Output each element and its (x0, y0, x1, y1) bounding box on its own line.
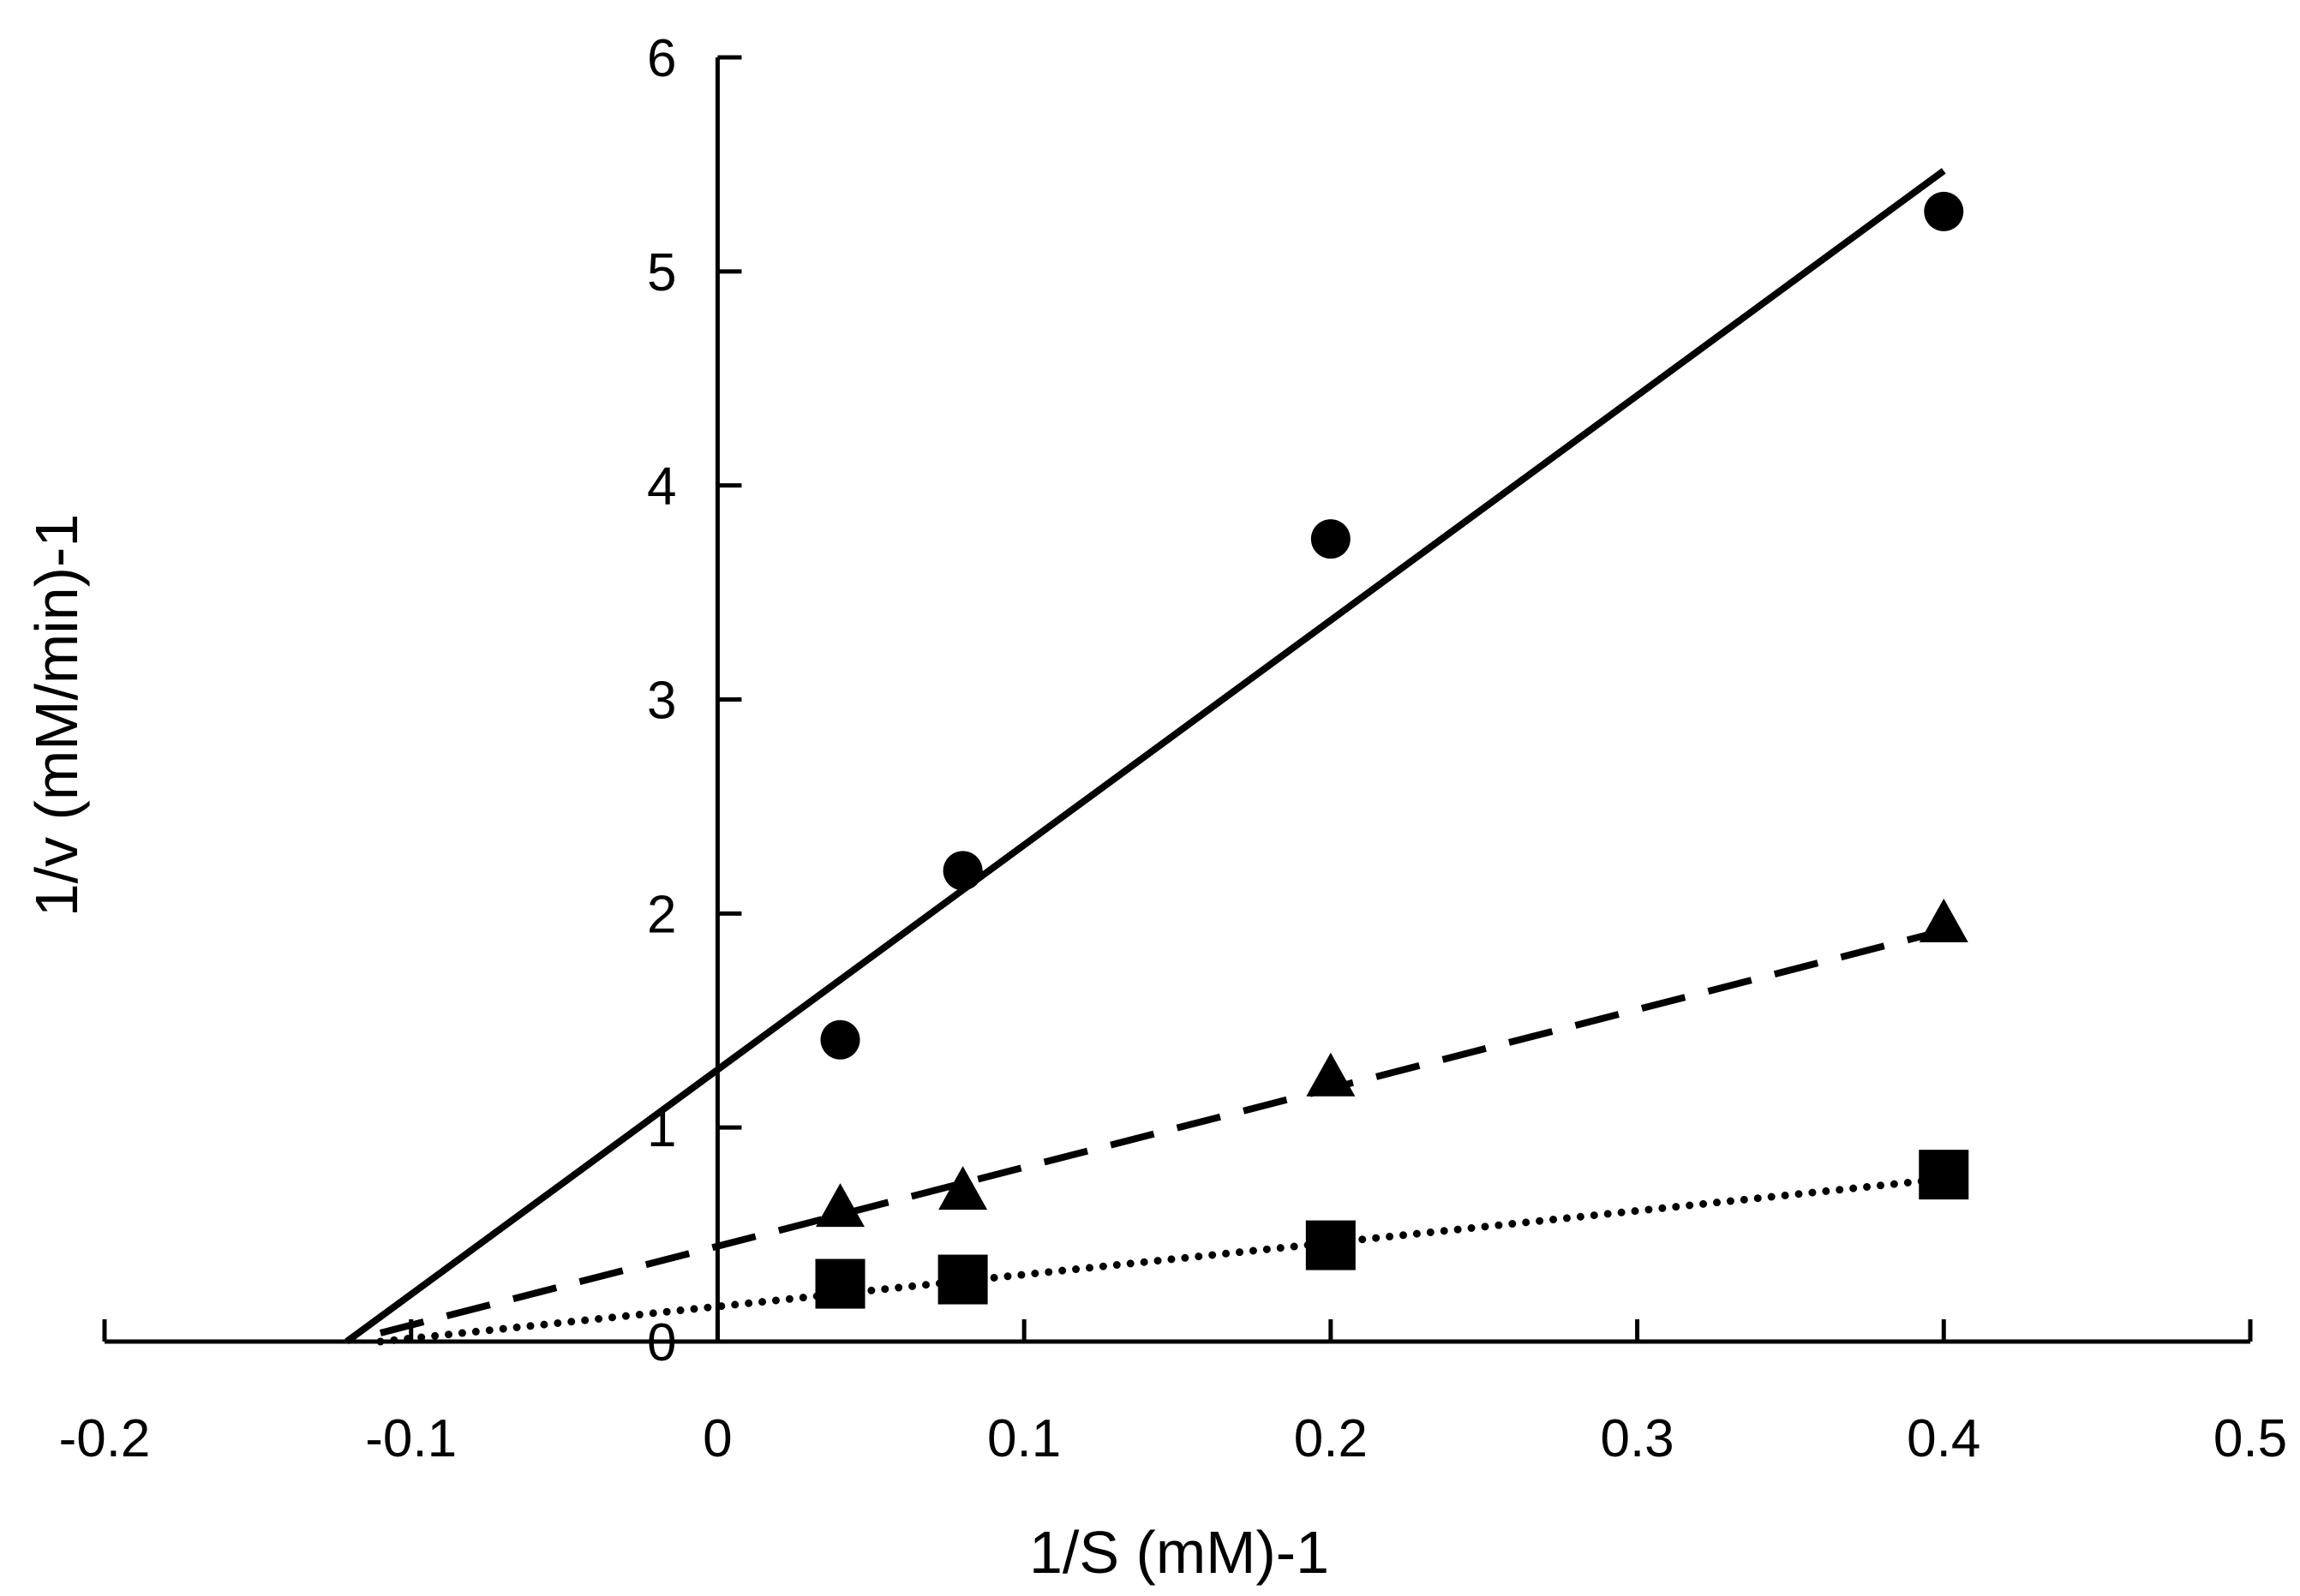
axes (102, 55, 2253, 1344)
x-tick-label: 0.4 (1907, 1409, 1980, 1468)
y-axis-label: 1/v (mM/min)-1 (23, 514, 90, 918)
x-tick-label: 0.3 (1600, 1409, 1674, 1468)
x-tick-label: 0.1 (987, 1409, 1061, 1468)
square-data-point (937, 1254, 988, 1305)
square-data-point (815, 1258, 865, 1309)
y-tick-label: 4 (647, 457, 676, 517)
y-tick-label: 5 (647, 243, 676, 302)
tick-labels: -0.2 -0.1 0 0.1 0.2 0.3 0.4 0.5 0 1 2 3 4 5 6 (59, 29, 2288, 1468)
x-tick-label: 0 (703, 1409, 732, 1468)
circle-data-point (1310, 519, 1351, 559)
y-tick-label: 1 (647, 1099, 676, 1158)
x-tick-label: 0.2 (1294, 1409, 1368, 1468)
triangle-data-point (816, 1183, 865, 1228)
square-data-point (1305, 1220, 1356, 1270)
y-tick-label: 0 (647, 1313, 676, 1372)
triangle-data-point (938, 1166, 988, 1210)
triangle-data-point (1306, 1052, 1356, 1097)
circle-data-point (820, 1019, 860, 1060)
triangle-data-point (1919, 898, 1968, 942)
x-tick-label: -0.1 (365, 1409, 457, 1468)
square-data-point (1919, 1150, 1969, 1200)
y-tick-label: 2 (647, 885, 676, 944)
trendlines (344, 168, 1948, 1346)
circle-data-point (1924, 191, 1964, 231)
data-points (815, 191, 1969, 1309)
square-series-trendline (376, 1175, 1948, 1346)
x-tick-label: -0.2 (59, 1409, 151, 1468)
y-tick-label: 6 (647, 29, 676, 88)
circle-data-point (943, 851, 983, 891)
x-axis-label: 1/S (mM)-1 (1029, 1519, 1329, 1586)
triangle-series-trendline (379, 927, 1945, 1336)
circle-series-trendline (344, 168, 1946, 1345)
y-tick-label: 3 (647, 672, 676, 731)
x-tick-label: 0.5 (2213, 1409, 2287, 1468)
